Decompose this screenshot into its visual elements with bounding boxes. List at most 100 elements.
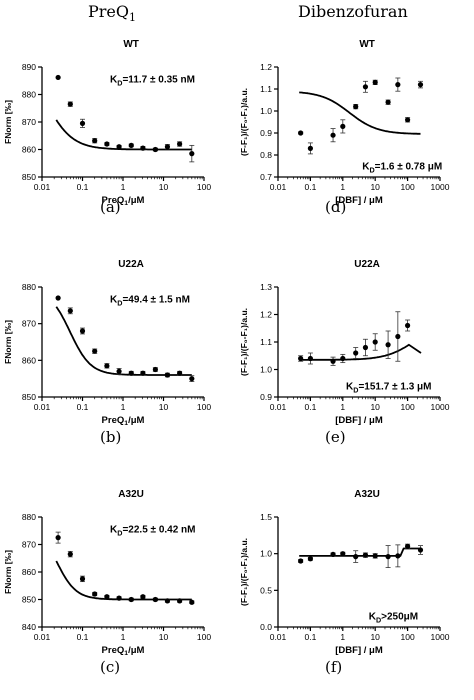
y-tick-label: 860	[22, 145, 36, 155]
panel-label-f: (f)	[325, 658, 343, 676]
data-point	[189, 151, 195, 157]
kd-annotation: KD=1.6 ± 0.78 μM	[362, 162, 442, 175]
chart-f: 0.0 0.5 1.0 1.5 0.01 0.1 1 10 100 1000 A32U [DBF] /…	[239, 489, 450, 656]
y-axis-label: FNorm [‰]	[3, 100, 13, 144]
panel-label-a: (a)	[100, 198, 121, 216]
y-tick-label: 0.0	[260, 622, 272, 632]
data-point	[353, 554, 359, 560]
y-axis-label: (F-F₁)/(F₀-F₁)/a.u.	[239, 88, 249, 156]
x-tick-label: 0.01	[34, 632, 51, 642]
y-tick-label: 1.3	[260, 282, 272, 292]
x-tick-label: 10	[159, 632, 169, 642]
data-point	[330, 132, 336, 138]
y-tick-label: 860	[22, 355, 36, 365]
x-axis-label: PreQ1/μM	[102, 645, 145, 657]
x-tick-label: 100	[401, 182, 415, 192]
data-point	[128, 596, 134, 603]
column-header-preq1: PreQ1	[88, 2, 136, 24]
panel-label-b: (b)	[100, 428, 122, 446]
data-point	[104, 363, 110, 369]
x-axis-label: PreQ1/μM	[102, 415, 145, 427]
x-tick-label: 0.1	[304, 632, 316, 642]
x-tick-label: 0.01	[270, 182, 287, 192]
data-point	[298, 558, 304, 564]
data-point	[307, 556, 313, 562]
data-point	[164, 144, 171, 150]
data-point	[177, 598, 183, 604]
x-tick-label: 10	[159, 402, 169, 412]
x-tick-label: 10	[370, 182, 380, 192]
column-header-dibenzofuran: Dibenzofuran	[298, 2, 408, 21]
data-point	[395, 553, 401, 559]
x-axis-label: [DBF] / μM	[335, 645, 383, 656]
x-tick-label: 1000	[431, 402, 450, 412]
y-tick-label: 850	[22, 392, 36, 402]
x-tick-label: 100	[401, 632, 415, 642]
x-tick-label: 0.1	[77, 182, 89, 192]
x-tick-label: 0.01	[270, 632, 287, 642]
data-point	[189, 376, 195, 382]
data-point	[417, 82, 424, 88]
y-tick-label: 860	[22, 567, 36, 577]
fit-curve	[299, 547, 421, 557]
y-tick-label: 880	[22, 512, 36, 522]
data-point	[152, 146, 158, 153]
x-tick-label: 10	[370, 402, 380, 412]
data-point	[405, 117, 411, 123]
data-point	[177, 141, 183, 147]
y-tick-label: 880	[22, 90, 36, 100]
y-tick-label: 0.5	[260, 585, 272, 595]
data-point	[164, 598, 171, 604]
chart-a: 850 860 870 880 890 0.01 0.1 1 10 100 WT PreQ1/μM FN…	[3, 39, 211, 207]
data-point	[362, 344, 369, 351]
y-tick-label: 870	[22, 540, 36, 550]
data-point	[372, 339, 378, 345]
y-tick-label: 0.9	[260, 128, 272, 138]
data-point	[189, 599, 195, 605]
y-tick-label: 0.8	[260, 150, 272, 160]
x-tick-label: 100	[401, 402, 415, 412]
x-tick-label: 100	[197, 182, 211, 192]
y-tick-label: 870	[22, 117, 36, 127]
y-tick-label: 1.2	[260, 310, 272, 320]
data-point	[152, 366, 158, 373]
y-tick-label: 890	[22, 62, 36, 72]
data-point	[177, 370, 183, 376]
kd-annotation: KD=11.7 ± 0.35 nM	[110, 75, 195, 88]
data-point	[395, 333, 401, 340]
x-tick-label: 1	[340, 182, 345, 192]
data-point	[55, 535, 61, 541]
kd-annotation: KD>250μM	[369, 612, 418, 625]
data-point	[385, 554, 391, 560]
data-point	[340, 355, 346, 362]
data-point	[116, 144, 122, 150]
y-tick-label: 1.0	[260, 365, 272, 375]
x-tick-label: 0.01	[34, 182, 51, 192]
data-point	[79, 576, 86, 582]
data-point	[92, 348, 98, 354]
y-tick-label: 1.1	[260, 84, 272, 94]
data-point	[362, 84, 369, 90]
data-point	[140, 145, 146, 151]
y-tick-label: 0.7	[260, 172, 272, 182]
y-tick-label: 850	[22, 172, 36, 182]
x-tick-label: 1	[121, 182, 126, 192]
column-header-preq1-sub: 1	[129, 11, 136, 25]
data-point	[104, 141, 110, 147]
x-tick-label: 1000	[431, 182, 450, 192]
x-tick-label: 0.01	[34, 402, 51, 412]
fit-curve	[55, 306, 192, 376]
x-axis-label: [DBF] / μM	[335, 415, 383, 426]
y-tick-label: 1.0	[260, 106, 272, 116]
data-point	[362, 552, 369, 558]
data-point	[385, 99, 391, 105]
x-tick-label: 0.1	[304, 402, 316, 412]
chart-c: 840 850 860 870 880 0.01 0.1 1 10 100 A32U PreQ1/μM…	[3, 489, 211, 657]
data-point	[116, 595, 122, 601]
y-tick-label: 840	[22, 622, 36, 632]
data-point	[67, 551, 73, 557]
kd-annotation: KD=49.4 ± 1.5 nM	[110, 295, 190, 308]
fit-curve	[299, 91, 421, 135]
column-header-preq1-text: PreQ	[88, 2, 129, 21]
